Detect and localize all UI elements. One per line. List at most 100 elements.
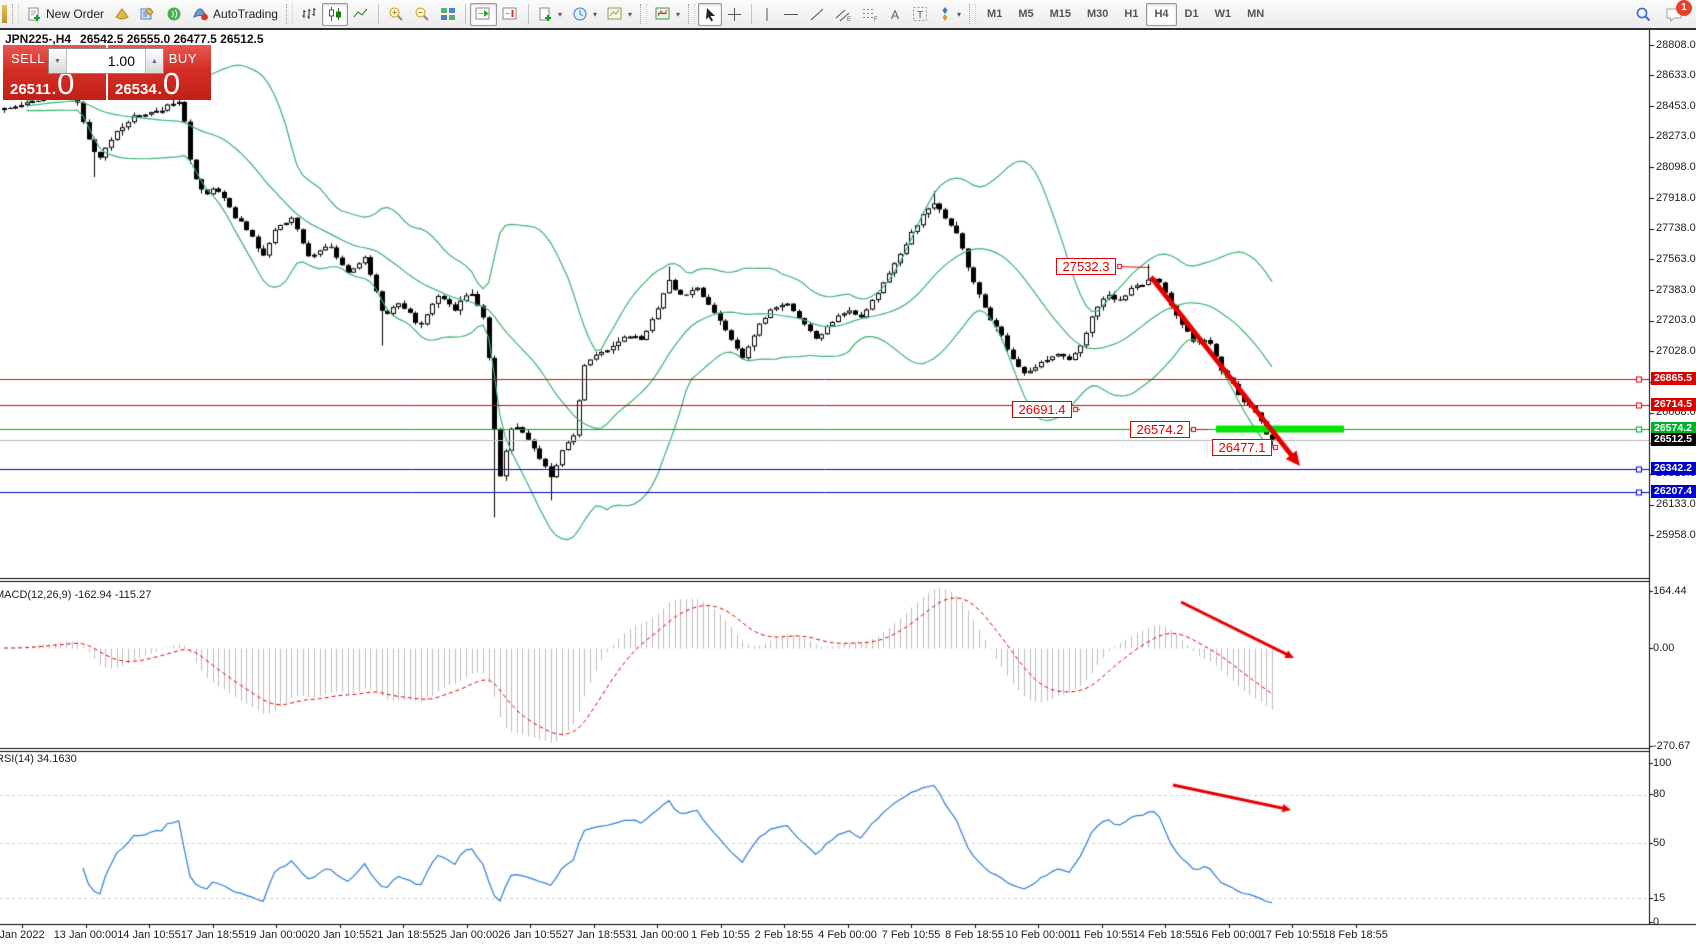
crosshair-button[interactable] — [722, 3, 747, 26]
autotrading-button[interactable]: AutoTrading — [187, 3, 283, 26]
expert-hat-icon — [114, 6, 130, 22]
y-axis-tick: 27203.0 — [1656, 314, 1696, 327]
timeframe-h4[interactable]: H4 — [1146, 2, 1177, 26]
horizontal-line-button[interactable] — [778, 3, 804, 26]
y-axis-tick: 28633.0 — [1656, 68, 1696, 81]
cursor-arrow-icon — [703, 7, 717, 22]
toolbar-drag-handle[interactable] — [969, 4, 977, 24]
x-axis-label: 2 Feb 18:55 — [754, 929, 814, 941]
candlestick-chart-button[interactable] — [321, 2, 348, 26]
cursor-button[interactable] — [698, 2, 723, 26]
text-label-icon: T — [912, 6, 928, 22]
y-axis-tick: 25958.0 — [1656, 528, 1696, 541]
templates-dropdown[interactable]: ▾ — [602, 3, 637, 26]
timeframe-w1[interactable]: W1 — [1207, 3, 1240, 26]
x-axis-label: 4 Feb 00:00 — [818, 929, 877, 941]
dropdown-arrow-icon: ▾ — [557, 9, 562, 19]
toolbar-drag-handle[interactable] — [285, 4, 293, 24]
macd-axis-tick: 0.00 — [1653, 641, 1675, 654]
equidistant-channel-button[interactable]: E — [830, 3, 857, 26]
axis-price-label: 26342.2 — [1651, 461, 1696, 475]
svg-text:E: E — [847, 17, 851, 22]
expert-hat-button[interactable] — [109, 3, 135, 26]
timeframe-m15[interactable]: M15 — [1042, 3, 1079, 26]
x-axis-label: 14 Feb 18:55 — [1132, 929, 1198, 941]
rsi-axis-tick: 100 — [1653, 756, 1672, 769]
fibonacci-button[interactable]: F — [857, 3, 884, 26]
arrows-dropdown[interactable]: ▾ — [933, 3, 966, 26]
toolbar-drag-handle[interactable] — [640, 4, 647, 24]
y-axis-tick: 27028.0 — [1656, 344, 1696, 357]
line-chart-button[interactable] — [348, 3, 374, 26]
toolbar-drag-handle[interactable] — [688, 4, 696, 24]
text-button[interactable]: A — [884, 3, 907, 26]
price-annotation[interactable]: 26477.1 — [1212, 439, 1272, 456]
toolbar-separator — [377, 4, 379, 24]
metaeditor-button[interactable] — [135, 3, 161, 26]
x-axis-label: 16 Feb 00:00 — [1196, 929, 1261, 941]
macd-indicator-label: MACD(12,26,9) -162.94 -115.27 — [0, 589, 152, 601]
x-axis-label: 21 Jan 18:55 — [371, 929, 435, 941]
toolbar-separator — [527, 4, 529, 24]
timeframe-m5[interactable]: M5 — [1010, 3, 1041, 26]
timeframe-m1[interactable]: M1 — [979, 3, 1010, 26]
price-annotation[interactable]: 27532.3 — [1056, 258, 1116, 275]
zoom-in-button[interactable] — [383, 3, 409, 26]
y-axis-tick: 28273.0 — [1656, 130, 1696, 143]
dropdown-arrow-icon: ▾ — [676, 9, 681, 19]
toolbar-drag-handle[interactable] — [12, 4, 19, 24]
zoom-out-button[interactable] — [409, 3, 435, 26]
timeframe-d1[interactable]: D1 — [1177, 3, 1207, 26]
vertical-line-button[interactable] — [756, 3, 778, 26]
y-axis-tick: 28453.0 — [1656, 99, 1696, 112]
x-axis-label: 19 Jan 00:00 — [244, 929, 308, 941]
trendline-button[interactable] — [804, 3, 830, 26]
chat-button[interactable]: 1 — [1665, 0, 1692, 23]
macd-axis-tick: 164.44 — [1653, 584, 1687, 597]
x-axis-label: 11 Feb 10:55 — [1069, 929, 1134, 941]
chart-shift-button[interactable] — [497, 3, 524, 26]
symbol-period-label: JPN225-,H4 — [5, 32, 72, 46]
lot-increase-button[interactable]: ▲ — [145, 49, 163, 73]
rsi-axis-tick: 0 — [1653, 915, 1660, 928]
x-axis-label: 18 Feb 18:55 — [1323, 929, 1388, 941]
rsi-axis-tick: 15 — [1653, 891, 1666, 904]
indicators-dropdown[interactable]: ▾ — [650, 3, 685, 26]
dropdown-arrow-icon: ▾ — [957, 9, 962, 19]
price-annotation[interactable]: 26574.2 — [1130, 421, 1190, 438]
macd-axis-tick: -270.67 — [1653, 739, 1691, 752]
text-label-button[interactable]: T — [907, 3, 933, 26]
signals-button[interactable] — [161, 3, 187, 26]
timeframe-mn[interactable]: MN — [1239, 3, 1272, 26]
bar-chart-button[interactable] — [296, 3, 322, 26]
crosshair-icon — [727, 7, 742, 22]
x-axis-label: 14 Jan 10:55 — [117, 929, 181, 941]
toolbar: New Order AutoTrading ▾ ▾ ▾ ▾ E F A T ▾ … — [0, 0, 1696, 28]
line-chart-icon — [353, 6, 369, 22]
timeframe-h1[interactable]: H1 — [1116, 3, 1146, 26]
x-axis-label: 10 Feb 00:00 — [1005, 929, 1071, 941]
profiles-dropdown[interactable]: ▾ — [567, 3, 602, 26]
lot-decrease-button[interactable]: ▼ — [49, 49, 67, 73]
x-axis-label: 20 Jan 10:55 — [307, 929, 372, 941]
clipped-toolbar-icon[interactable] — [2, 5, 7, 23]
svg-text:F: F — [874, 17, 878, 22]
x-axis-label: 1 Feb 10:55 — [691, 929, 750, 941]
axis-price-label: 26865.5 — [1651, 371, 1696, 385]
tile-windows-icon — [440, 6, 456, 22]
new-order-button[interactable]: New Order — [22, 3, 109, 26]
auto-scroll-button[interactable] — [469, 2, 497, 26]
search-button[interactable] — [1630, 3, 1657, 26]
new-chart-dropdown[interactable]: ▾ — [533, 3, 567, 26]
auto-scroll-icon — [475, 6, 492, 22]
tile-windows-button[interactable] — [435, 3, 461, 26]
lot-size-value[interactable]: 1.00 — [107, 53, 135, 69]
timeframe-m30[interactable]: M30 — [1079, 3, 1116, 26]
x-axis-label: 13 Jan 00:00 — [53, 929, 118, 941]
chart-title: JPN225-,H4 26542.5 26555.0 26477.5 26512.… — [5, 32, 264, 46]
text-icon: A — [889, 7, 902, 22]
x-axis-label: 25 Jan 00:00 — [434, 929, 499, 941]
sell-label: SELL — [11, 51, 45, 66]
price-annotation[interactable]: 26691.4 — [1012, 401, 1072, 418]
